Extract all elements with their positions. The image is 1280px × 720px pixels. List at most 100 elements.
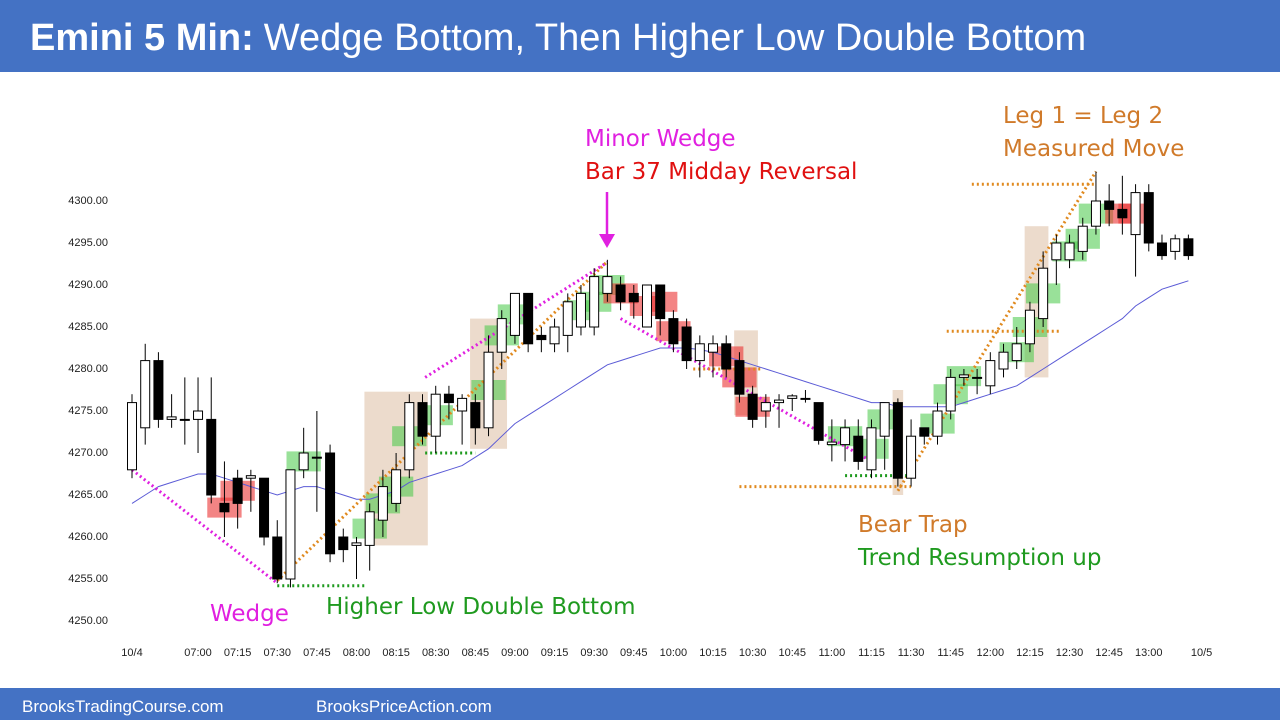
footer-right: BrooksPriceAction.com xyxy=(316,697,492,716)
candle-body xyxy=(232,477,243,504)
candle-body xyxy=(457,397,468,412)
candle-body xyxy=(311,456,322,459)
candle-body xyxy=(760,402,771,412)
x-tick-label: 10:00 xyxy=(660,647,688,659)
candle-body xyxy=(721,343,732,370)
candle-body xyxy=(747,393,758,420)
y-tick-label: 4280.00 xyxy=(68,363,108,375)
candle-body xyxy=(404,402,415,471)
x-tick-label: 10/5 xyxy=(1191,647,1212,659)
candle-body xyxy=(127,402,138,471)
x-tick-label: 08:00 xyxy=(343,647,371,659)
x-tick-label: 11:30 xyxy=(898,647,925,659)
candle-body xyxy=(787,395,798,399)
candle-body xyxy=(1038,267,1049,320)
footer-left: BrooksTradingCourse.com xyxy=(22,697,224,716)
candle-body xyxy=(1024,309,1035,345)
x-tick-label: 12:15 xyxy=(1016,647,1044,659)
trend-line xyxy=(131,468,279,585)
candle-body xyxy=(985,360,996,387)
x-tick-label: 07:15 xyxy=(224,647,252,659)
x-tick-label: 09:00 xyxy=(501,647,529,659)
annotation: Bar 37 Midday Reversal xyxy=(585,159,857,185)
candle-body xyxy=(800,397,811,400)
candle-body xyxy=(919,427,930,437)
candle-body xyxy=(1117,208,1128,219)
x-tick-label: 08:30 xyxy=(422,647,450,659)
candle-body xyxy=(655,284,666,320)
x-tick-label: 12:45 xyxy=(1095,647,1123,659)
y-tick-label: 4265.00 xyxy=(68,489,108,501)
candle-body xyxy=(509,292,520,336)
x-tick-label: 11:15 xyxy=(858,647,885,659)
candle-body xyxy=(1170,238,1181,252)
candle-body xyxy=(536,334,547,341)
annotation: Bear Trap xyxy=(858,512,968,538)
candle-body xyxy=(615,284,626,303)
x-tick-label: 10:30 xyxy=(739,647,767,659)
candle-body xyxy=(496,318,507,353)
candle-body xyxy=(1183,238,1194,257)
candle-body xyxy=(351,542,362,546)
title: Emini 5 Min: Wedge Bottom, Then Higher Lo… xyxy=(30,17,1086,59)
candle-body xyxy=(179,418,190,421)
annotation: Minor Wedge xyxy=(585,126,736,152)
candle-body xyxy=(879,402,890,437)
y-tick-label: 4275.00 xyxy=(68,405,108,417)
candle-body xyxy=(193,410,204,420)
candle-body xyxy=(708,343,719,353)
candle-body xyxy=(483,351,494,429)
footer-bar xyxy=(0,688,1280,720)
x-tick-label: 12:30 xyxy=(1056,647,1084,659)
candle-body xyxy=(972,376,983,379)
candle-body xyxy=(734,360,745,395)
candle-body xyxy=(932,410,943,437)
candle-body xyxy=(470,402,481,429)
annotation: Higher Low Double Bottom xyxy=(326,594,636,620)
candle-body xyxy=(575,292,586,328)
candle-body xyxy=(430,393,441,437)
candle-body xyxy=(1130,192,1141,236)
annotation: Trend Resumption up xyxy=(857,545,1101,571)
moving-average xyxy=(131,280,1189,504)
candle-body xyxy=(153,360,164,420)
x-tick-label: 09:45 xyxy=(620,647,648,659)
x-tick-label: 11:45 xyxy=(937,647,964,659)
candle-body xyxy=(826,441,837,446)
x-tick-label: 12:00 xyxy=(977,647,1005,659)
candle-body xyxy=(377,486,388,521)
x-tick-label: 11:00 xyxy=(818,647,845,659)
header-bar xyxy=(0,0,1280,72)
candle-body xyxy=(774,399,785,404)
candle-body xyxy=(958,374,969,378)
candle-body xyxy=(391,469,402,504)
candle-body xyxy=(641,284,652,328)
candle-body xyxy=(853,435,864,462)
x-tick-label: 10/4 xyxy=(121,647,142,659)
y-tick-label: 4255.00 xyxy=(68,573,108,585)
candle-body xyxy=(523,292,534,345)
candle-body xyxy=(1143,192,1154,244)
y-tick-label: 4290.00 xyxy=(68,279,108,291)
annotation: Leg 1 = Leg 2 xyxy=(1003,103,1163,129)
candle-body xyxy=(272,536,283,580)
candle-body xyxy=(602,276,613,294)
candle-body xyxy=(1064,242,1075,261)
candle-body xyxy=(1077,225,1088,252)
candle-body xyxy=(338,536,349,551)
candle-body xyxy=(443,393,454,404)
candle-body xyxy=(1104,200,1115,210)
candle-body xyxy=(906,435,917,479)
candle-body xyxy=(206,418,217,496)
candle-body xyxy=(813,402,824,441)
plot: 4250.00 4255.00 4260.00 4265.00 4270.00 4275.… xyxy=(68,170,1212,659)
x-tick-label: 07:00 xyxy=(184,647,212,659)
x-tick-label: 08:15 xyxy=(382,647,410,659)
candle-body xyxy=(166,416,177,420)
candle-body xyxy=(668,318,679,345)
candle-body xyxy=(866,427,877,471)
candle-body xyxy=(259,477,270,538)
candle-body xyxy=(562,301,573,336)
x-tick-label: 07:30 xyxy=(263,647,291,659)
